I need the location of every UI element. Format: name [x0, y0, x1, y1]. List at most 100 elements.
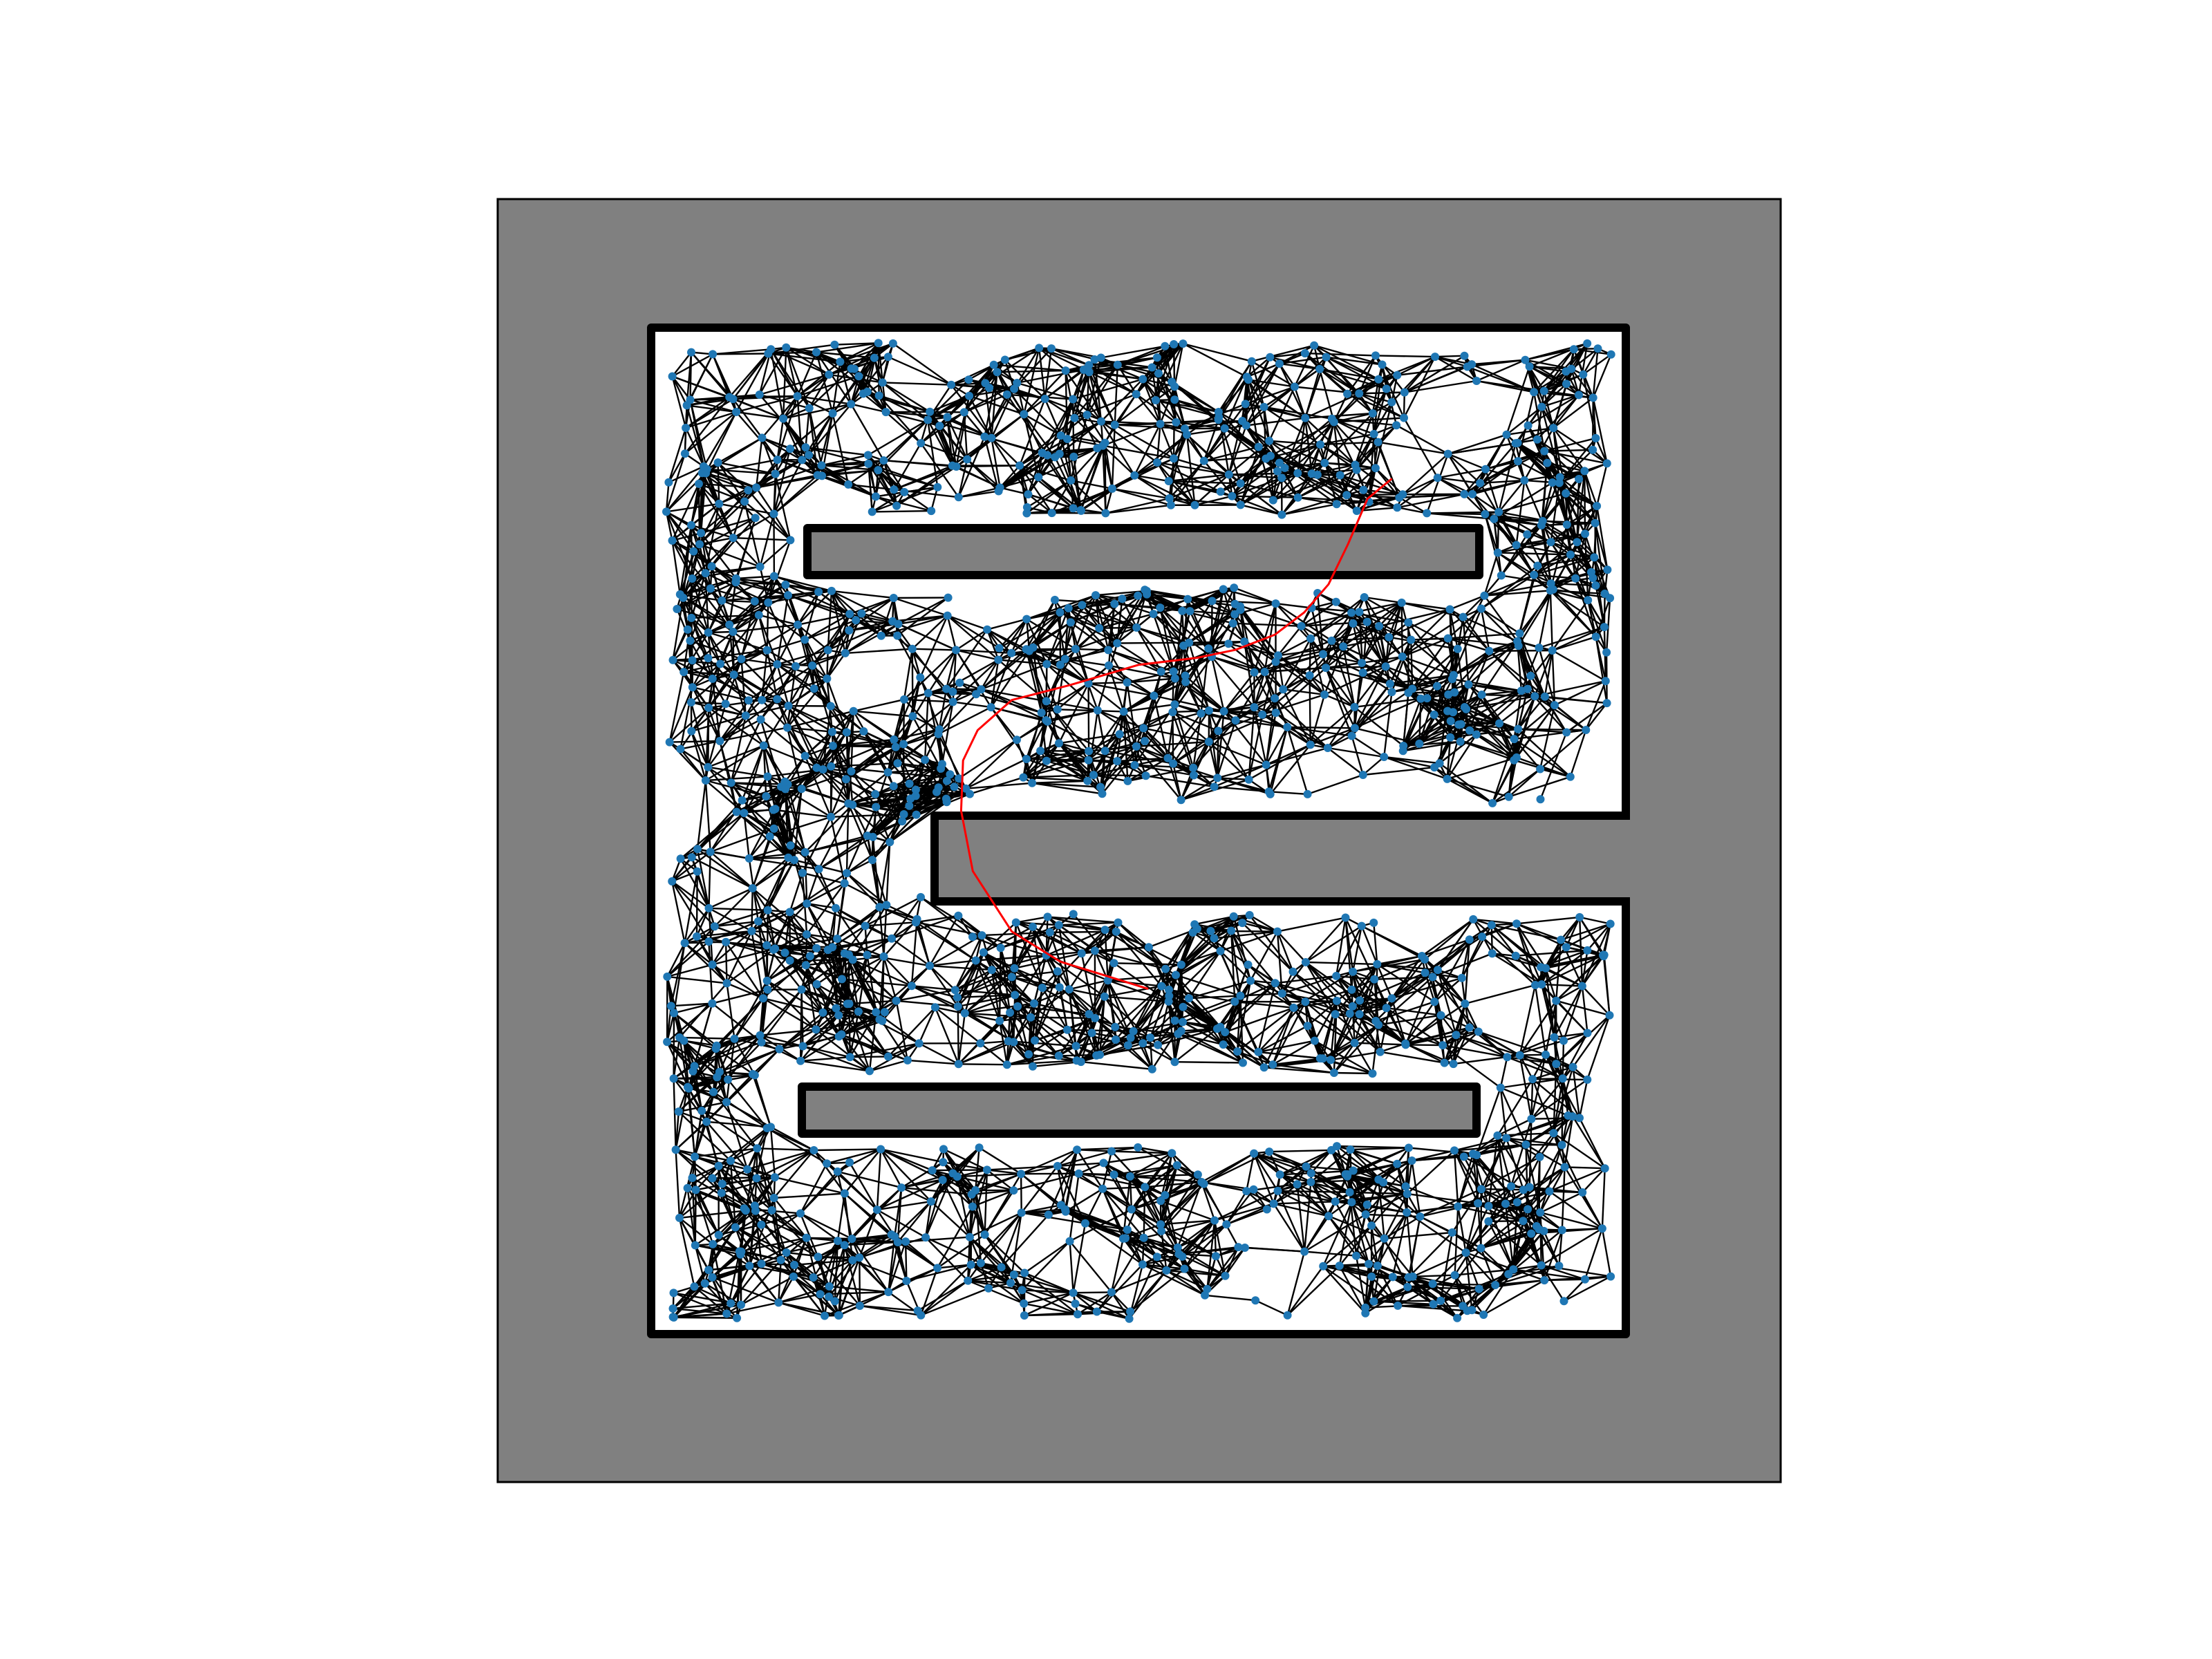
roadmap-edge — [1331, 622, 1354, 641]
roadmap-edge — [1014, 953, 1082, 969]
roadmap-edge — [1180, 777, 1218, 801]
roadmap-edge — [1228, 425, 1248, 475]
roadmap-edge — [726, 1074, 756, 1103]
roadmap-edge — [903, 692, 929, 701]
roadmap-edge — [1560, 923, 1611, 941]
roadmap-edge — [1552, 588, 1597, 638]
roadmap-edge — [892, 597, 899, 636]
roadmap-edge — [1046, 648, 1076, 665]
roadmap-edge — [1134, 474, 1170, 500]
roadmap-edge — [1552, 626, 1605, 652]
roadmap-edge — [778, 1302, 840, 1316]
roadmap-edge — [882, 382, 930, 413]
roadmap-edge — [1442, 1031, 1479, 1047]
roadmap-edge — [831, 590, 893, 622]
roadmap-edge — [1538, 647, 1556, 706]
roadmap-edge — [1458, 690, 1522, 726]
roadmap-edge — [679, 748, 706, 781]
roadmap-edge — [753, 1075, 772, 1127]
roadmap-edge — [830, 705, 847, 733]
roadmap-edge — [1228, 472, 1298, 476]
roadmap-edge — [756, 1177, 775, 1199]
roadmap-edge — [705, 472, 757, 489]
roadmap-edge — [1165, 968, 1190, 999]
roadmap-edge — [875, 965, 930, 1013]
roadmap-edge — [670, 942, 686, 1006]
roadmap-edge — [816, 767, 850, 805]
roadmap-edge — [1253, 1152, 1311, 1183]
roadmap-edge — [733, 663, 778, 676]
roadmap-edge — [883, 956, 897, 1002]
roadmap-edge — [893, 465, 953, 491]
roadmap-edge — [1136, 627, 1174, 673]
roadmap-edge — [1335, 926, 1362, 977]
roadmap-edge — [831, 590, 851, 615]
roadmap-edge — [805, 964, 824, 1013]
roadmap-edge — [897, 597, 949, 625]
roadmap-edge — [747, 1168, 776, 1179]
roadmap-edge — [841, 978, 897, 1002]
roadmap-edge — [955, 649, 999, 661]
roadmap-edge — [1078, 1172, 1130, 1178]
roadmap-edge — [697, 848, 753, 889]
roadmap-edge — [975, 1190, 986, 1235]
roadmap-edge — [885, 411, 921, 444]
roadmap-edge — [1371, 413, 1377, 469]
roadmap-edge — [699, 500, 745, 545]
roadmap-edge — [671, 540, 711, 590]
roadmap-edge — [1067, 608, 1109, 651]
roadmap-edge — [1028, 493, 1074, 509]
roadmap-edge — [880, 1148, 903, 1188]
roadmap-edge — [1231, 477, 1282, 497]
roadmap-edge — [776, 418, 785, 460]
roadmap-edge — [1325, 662, 1362, 669]
roadmap-edge — [969, 776, 1024, 795]
roadmap-edge — [847, 803, 874, 861]
roadmap-edge — [712, 348, 771, 355]
roadmap-edge — [1115, 985, 1163, 1040]
roadmap-edge — [888, 1267, 938, 1293]
roadmap-edge — [712, 1276, 779, 1304]
roadmap-edge — [1454, 1143, 1526, 1152]
roadmap-edge — [1276, 931, 1283, 994]
roadmap-edge — [707, 632, 722, 664]
roadmap-edge — [776, 664, 789, 706]
roadmap-edge — [986, 1169, 1015, 1192]
roadmap-edge — [1525, 1144, 1541, 1213]
roadmap-edge — [1075, 627, 1100, 650]
roadmap-edge — [1396, 424, 1449, 455]
roadmap-edge — [1561, 1078, 1564, 1145]
roadmap-edge — [700, 517, 756, 534]
roadmap-edge — [1304, 1213, 1367, 1253]
roadmap-edge — [1544, 650, 1553, 697]
roadmap-edge — [1156, 357, 1177, 423]
roadmap-edge — [945, 650, 957, 689]
roadmap-edge — [786, 1239, 838, 1254]
roadmap-edge — [1484, 582, 1551, 597]
roadmap-edge — [919, 615, 948, 678]
roadmap-edge — [1045, 955, 1105, 997]
roadmap-edge — [696, 849, 710, 909]
roadmap-edge — [1010, 1282, 1074, 1294]
roadmap-edge — [1130, 1152, 1172, 1177]
roadmap-edge — [1144, 1152, 1173, 1188]
roadmap-edge — [733, 674, 747, 716]
roadmap-edge — [1130, 1174, 1198, 1178]
roadmap-edge — [1000, 476, 1039, 489]
roadmap-edge — [1447, 433, 1507, 455]
roadmap-edge — [1233, 587, 1276, 605]
roadmap-edge — [1517, 695, 1536, 730]
roadmap-edge — [991, 969, 1011, 1013]
roadmap-edge — [1516, 541, 1551, 546]
roadmap-edge — [1483, 574, 1502, 597]
roadmap-edge — [817, 469, 879, 476]
roadmap-edge — [787, 705, 824, 770]
roadmap-edge — [1456, 648, 1466, 708]
roadmap-edge — [850, 746, 897, 772]
roadmap-edge — [1103, 996, 1132, 1039]
roadmap-edge — [907, 1059, 959, 1065]
roadmap-edge — [1481, 574, 1535, 610]
roadmap-edge — [968, 1190, 977, 1237]
roadmap-edge — [964, 994, 1015, 1014]
roadmap-edge — [1024, 1240, 1071, 1274]
